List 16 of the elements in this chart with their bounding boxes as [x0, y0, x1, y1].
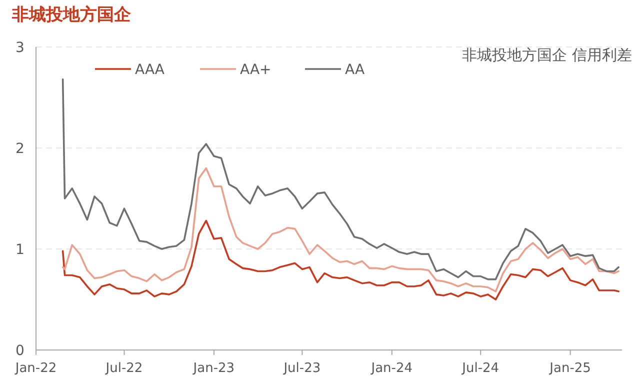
- y-tick-label: 1: [16, 242, 24, 258]
- x-tick-label: Jan-22: [14, 361, 57, 376]
- chart-title: 非城投地方国企: [11, 5, 132, 25]
- x-tick-label: Jul-23: [282, 361, 321, 376]
- x-tick-label: Jul-24: [461, 361, 500, 376]
- x-tick-label: Jan-24: [370, 361, 413, 376]
- y-tick-label: 2: [16, 141, 24, 157]
- x-tick-label: Jul-22: [104, 361, 143, 376]
- legend-label: AAA: [135, 62, 165, 78]
- chart-subtitle: 非城投地方国企 信用利差: [462, 46, 632, 64]
- legend-label: AA+: [240, 62, 272, 78]
- y-tick-label: 0: [16, 343, 24, 359]
- x-tick-label: Jan-23: [192, 361, 235, 376]
- y-tick-label: 3: [16, 40, 24, 56]
- x-tick-label: Jan-25: [548, 361, 591, 376]
- legend-label: AA: [345, 62, 365, 78]
